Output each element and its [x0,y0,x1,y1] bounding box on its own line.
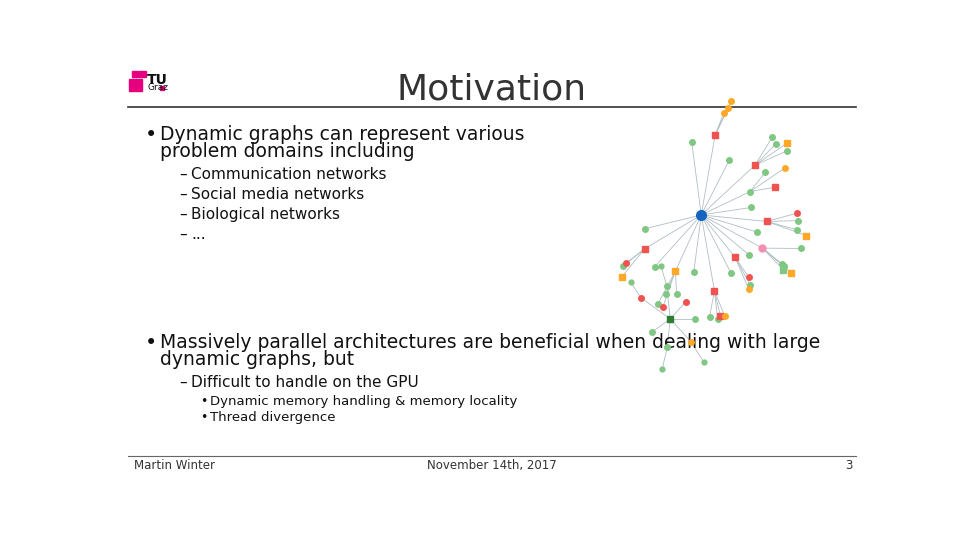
Text: Biological networks: Biological networks [191,207,340,222]
Text: Motivation: Motivation [396,72,588,106]
Text: Communication networks: Communication networks [191,167,387,182]
Text: problem domains including: problem domains including [160,142,415,161]
Text: –: – [180,167,187,182]
Bar [132,71,138,77]
Text: ...: ... [191,227,206,242]
Text: •: • [145,125,157,145]
Bar [139,71,146,77]
Text: Massively parallel architectures are beneficial when dealing with large: Massively parallel architectures are ben… [160,333,821,352]
Text: Dynamic graphs can represent various: Dynamic graphs can represent various [160,125,525,144]
Text: •: • [201,395,208,408]
Text: 3: 3 [845,458,852,472]
Bar [130,78,135,85]
Text: –: – [180,207,187,222]
Text: Difficult to handle on the GPU: Difficult to handle on the GPU [191,375,420,390]
Text: –: – [180,375,187,390]
Text: TU: TU [147,73,168,87]
Text: •: • [145,333,157,353]
Text: –: – [180,227,187,242]
Text: Graz: Graz [147,84,168,92]
Text: •: • [201,410,208,423]
Text: Thread divergence: Thread divergence [210,410,335,423]
Text: Dynamic memory handling & memory locality: Dynamic memory handling & memory localit… [210,395,517,408]
Text: –: – [180,187,187,202]
Text: November 14th, 2017: November 14th, 2017 [427,458,557,472]
Text: Martin Winter: Martin Winter [134,458,215,472]
Text: Social media networks: Social media networks [191,187,365,202]
Bar [135,78,142,85]
Bar [130,85,135,91]
Text: dynamic graphs, but: dynamic graphs, but [160,350,354,369]
Bar [135,85,142,91]
